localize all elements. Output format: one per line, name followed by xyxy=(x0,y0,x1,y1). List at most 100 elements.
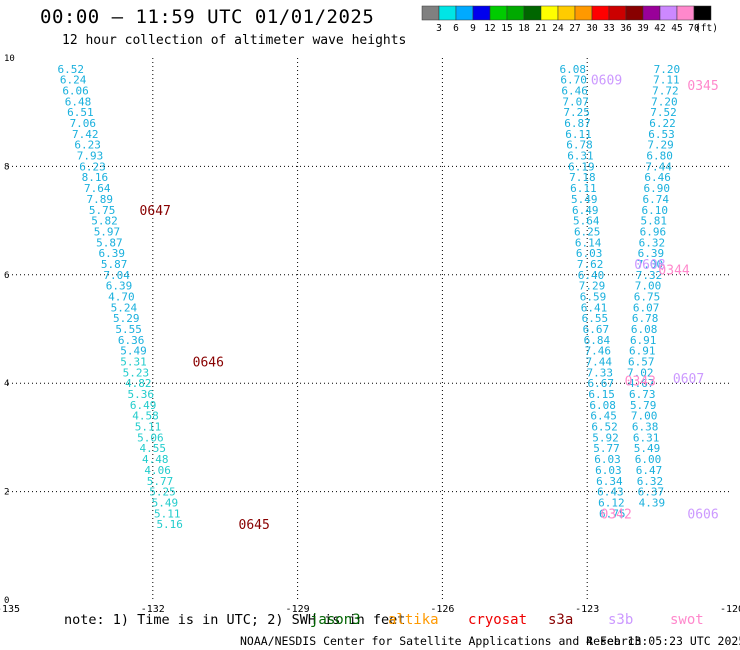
data-point: 6.74 xyxy=(642,193,669,206)
data-point: 4.58 xyxy=(132,410,159,423)
y-tick-label: 6 xyxy=(4,271,9,281)
colorbar-swatch xyxy=(591,5,610,21)
data-point: 7.20 xyxy=(654,63,681,76)
data-point: 6.31 xyxy=(567,150,594,163)
colorbar-swatch xyxy=(693,5,712,21)
data-point: 5.11 xyxy=(154,507,181,520)
data-point: 5.77 xyxy=(593,442,620,455)
data-point: 7.46 xyxy=(585,345,612,358)
data-point: 7.18 xyxy=(569,171,596,184)
data-point: 5.06 xyxy=(137,431,164,444)
data-point: 5.25 xyxy=(149,486,176,499)
colorbar-label: 15 xyxy=(501,23,512,34)
data-point: 6.36 xyxy=(118,334,145,347)
data-point: 6.34 xyxy=(596,475,623,488)
data-point: 6.38 xyxy=(632,421,659,434)
data-point: 6.59 xyxy=(580,290,607,303)
colorbar-label: 42 xyxy=(654,23,665,34)
data-point: 6.45 xyxy=(590,410,617,423)
data-point: 6.96 xyxy=(640,225,667,238)
data-point: 7.42 xyxy=(72,128,99,141)
data-point: 6.78 xyxy=(566,139,593,152)
data-point: 5.49 xyxy=(571,193,598,206)
data-point: 7.29 xyxy=(579,280,606,293)
colorbar-label: 18 xyxy=(518,23,530,34)
data-point: 5.81 xyxy=(641,215,668,228)
colorbar-label: 39 xyxy=(637,23,649,34)
chart-subtitle: 12 hour collection of altimeter wave hei… xyxy=(62,33,407,48)
data-point: 6.55 xyxy=(582,312,609,325)
data-point: 6.52 xyxy=(591,421,618,434)
pass-label: 0608 xyxy=(634,258,665,273)
data-point: 7.64 xyxy=(84,182,111,195)
data-point: 4.55 xyxy=(140,442,167,455)
data-point: 6.06 xyxy=(62,85,89,98)
data-point: 7.11 xyxy=(653,74,680,87)
data-point: 7.00 xyxy=(635,280,662,293)
data-point: 6.12 xyxy=(598,496,625,509)
data-point: 6.32 xyxy=(637,475,664,488)
colorbar-swatch xyxy=(540,5,559,21)
data-point: 5.87 xyxy=(101,258,128,271)
data-point: 6.47 xyxy=(636,464,663,477)
data-point: 6.03 xyxy=(595,464,622,477)
data-point: 7.06 xyxy=(70,117,97,130)
data-point: 6.91 xyxy=(630,334,657,347)
data-point: 7.93 xyxy=(77,150,104,163)
data-point: 7.44 xyxy=(645,160,672,173)
data-point: 6.49 xyxy=(130,399,157,412)
pass-label: 0645 xyxy=(239,518,270,533)
y-tick-label: 0 xyxy=(4,596,9,606)
colorbar-swatch xyxy=(523,5,542,21)
data-point: 6.51 xyxy=(67,106,94,119)
data-point: 6.91 xyxy=(629,345,656,358)
colorbar-label: 70 xyxy=(688,23,700,34)
data-point: 5.77 xyxy=(147,475,174,488)
pass-label: 0646 xyxy=(193,356,224,371)
colorbar-swatch xyxy=(489,5,508,21)
data-point: 5.31 xyxy=(120,356,147,369)
legend-cryosat: cryosat xyxy=(468,612,528,628)
data-point: 6.03 xyxy=(594,453,621,466)
data-point: 7.25 xyxy=(563,106,590,119)
data-point: 6.39 xyxy=(638,247,665,260)
colorbar-label: 9 xyxy=(470,23,476,34)
colorbar-label: 24 xyxy=(552,23,564,34)
data-point: 6.90 xyxy=(643,182,670,195)
data-point: 6.24 xyxy=(60,74,87,87)
legend-jason3: jason3 xyxy=(310,612,361,628)
data-point: 6.19 xyxy=(568,160,595,173)
data-point: 4.82 xyxy=(125,377,152,390)
data-point: 5.79 xyxy=(630,399,657,412)
data-point: 5.49 xyxy=(152,496,179,509)
data-point: 6.48 xyxy=(65,95,92,108)
footer-credit: NOAA/NESDIS Center for Satellite Applica… xyxy=(240,634,642,648)
data-point: 6.23 xyxy=(79,160,106,173)
data-point: 6.78 xyxy=(632,312,659,325)
colorbar-label: 36 xyxy=(620,23,632,34)
x-tick-label: -135 xyxy=(0,604,20,615)
data-point: 5.87 xyxy=(96,236,123,249)
data-point: 7.72 xyxy=(652,85,679,98)
colorbar-swatch xyxy=(472,5,491,21)
x-tick-label: -126 xyxy=(430,604,454,615)
data-point: 6.10 xyxy=(642,204,669,217)
data-point: 6.73 xyxy=(629,388,656,401)
data-point: 4.06 xyxy=(144,464,171,477)
data-point: 7.33 xyxy=(586,366,613,379)
data-point: 6.41 xyxy=(581,301,608,314)
pass-label: 0607 xyxy=(673,372,704,387)
data-point: 6.14 xyxy=(575,236,602,249)
data-point: 6.39 xyxy=(106,280,133,293)
data-point: 6.46 xyxy=(561,85,588,98)
data-point: 5.36 xyxy=(127,388,154,401)
colorbar-label: 21 xyxy=(535,23,547,34)
data-point: 6.75 xyxy=(599,507,626,520)
data-point: 6.57 xyxy=(628,356,655,369)
data-point: 6.15 xyxy=(588,388,615,401)
data-point: 6.25 xyxy=(574,225,601,238)
data-point: 6.00 xyxy=(635,453,662,466)
x-tick-label: -132 xyxy=(141,604,165,615)
data-point: 6.11 xyxy=(565,128,592,141)
data-point: 6.32 xyxy=(639,236,666,249)
